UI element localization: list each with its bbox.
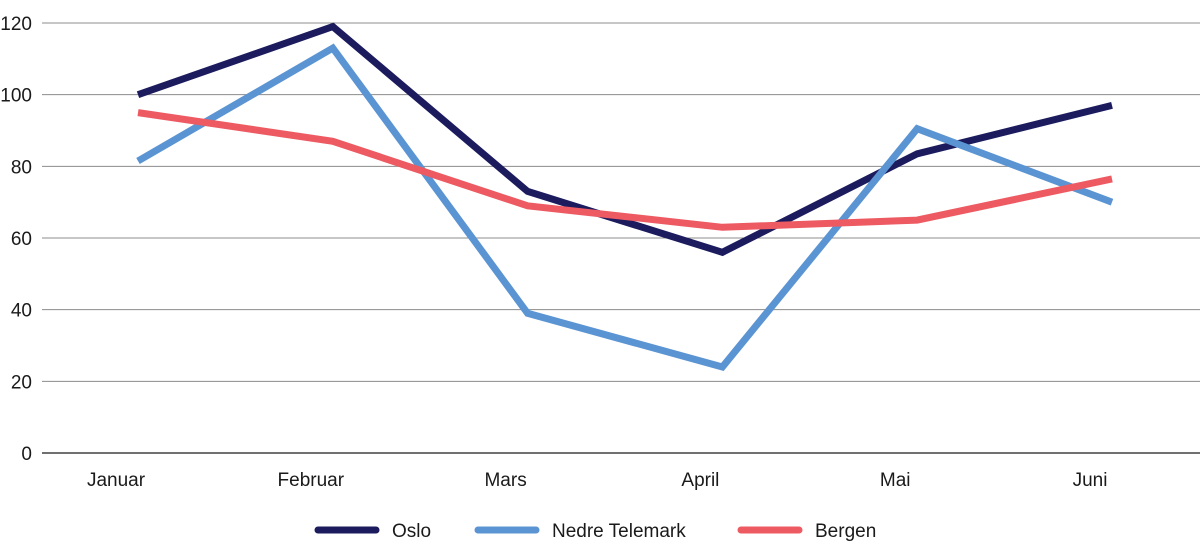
legend-label: Oslo: [392, 521, 431, 542]
series-line-bergen: [137, 109, 1113, 231]
gridlines: [42, 22, 1200, 454]
x-category-label: April: [681, 470, 719, 491]
legend-item-oslo: Oslo: [314, 521, 431, 542]
series-line-oslo: [136, 22, 1113, 257]
y-tick-label: 40: [11, 301, 32, 322]
series-lines: [136, 22, 1114, 371]
y-axis-tick-labels: 0 20 40 60 80 100 120: [0, 14, 32, 465]
legend-item-bergen: Bergen: [737, 521, 876, 542]
x-category-label: Mai: [880, 470, 911, 491]
x-category-label: Januar: [87, 470, 146, 491]
x-category-label: Februar: [278, 470, 345, 491]
y-tick-label: 120: [0, 14, 32, 35]
x-axis-category-labels: Januar Februar Mars April Mai Juni: [87, 470, 1107, 491]
y-tick-label: 60: [11, 229, 32, 250]
y-tick-label: 80: [11, 157, 32, 178]
legend-item-nedre-telemark: Nedre Telemark: [474, 521, 686, 542]
series-line-nedre-telemark: [136, 43, 1114, 371]
x-category-label: Mars: [484, 470, 526, 491]
y-tick-label: 100: [0, 86, 32, 107]
legend: Oslo Nedre Telemark Bergen: [314, 521, 876, 542]
y-tick-label: 0: [21, 444, 32, 465]
y-tick-label: 20: [11, 372, 32, 393]
legend-label: Nedre Telemark: [552, 521, 686, 542]
legend-label: Bergen: [815, 521, 876, 542]
x-category-label: Juni: [1073, 470, 1108, 491]
